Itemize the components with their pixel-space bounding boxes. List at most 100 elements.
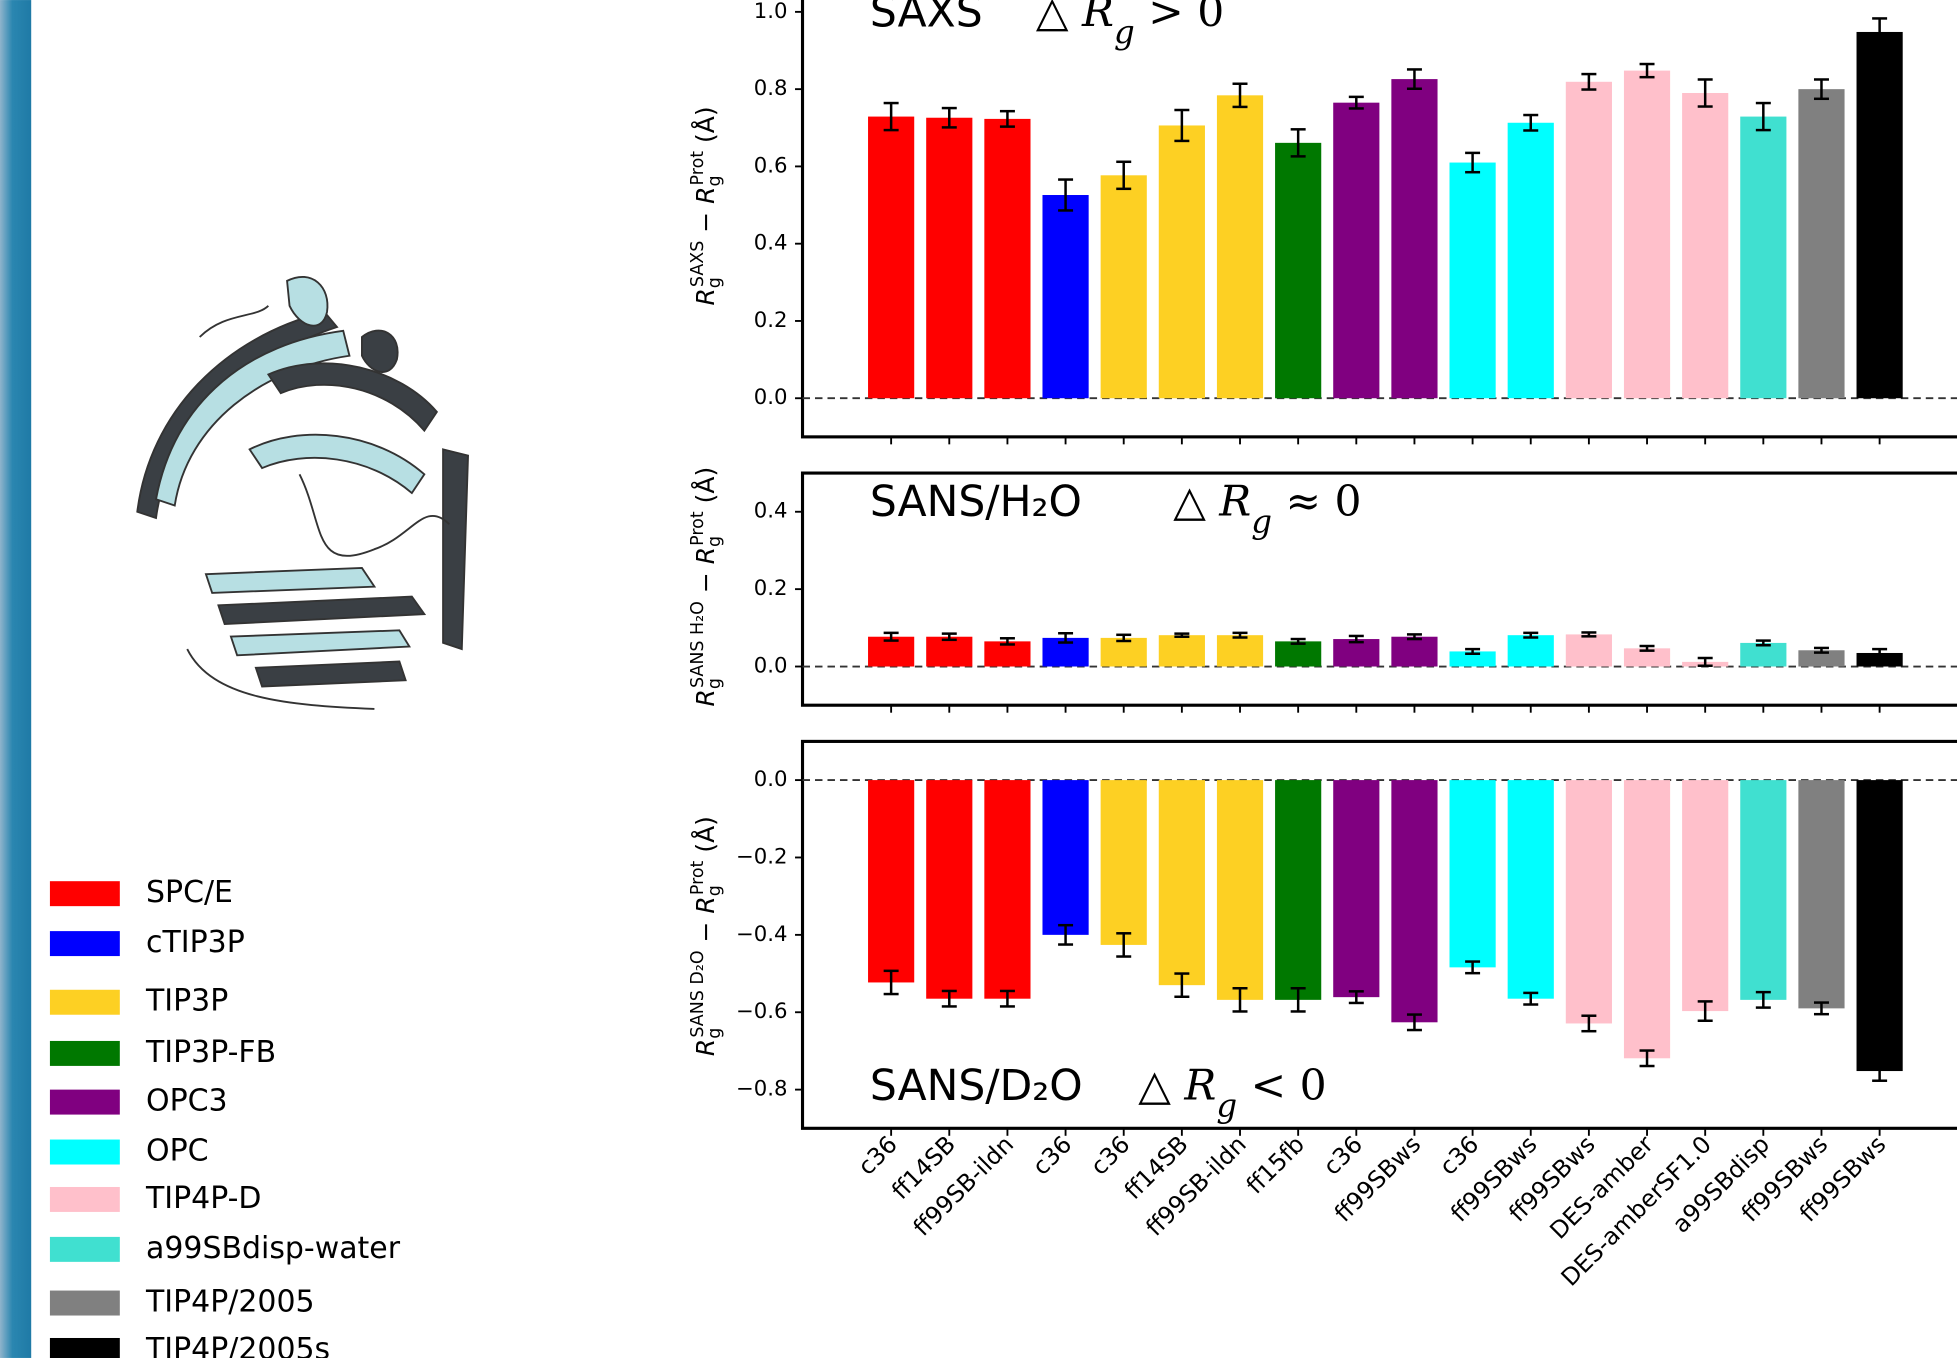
bar xyxy=(1042,780,1088,935)
y-label-part: − xyxy=(691,564,720,601)
legend-swatch xyxy=(50,1291,120,1316)
side-stripe xyxy=(0,0,31,1358)
bar xyxy=(1217,635,1263,666)
bar xyxy=(868,117,914,399)
y-tick-label: −0.6 xyxy=(736,999,788,1024)
y-axis-label: RgSANS D₂O − RgProt (Å) xyxy=(688,816,725,1056)
annotation-part: △ xyxy=(1036,0,1082,37)
y-label-part: g xyxy=(705,536,725,547)
y-tick-label: 0.2 xyxy=(754,576,788,601)
legend-label: SPC/E xyxy=(146,875,233,910)
protein-structure xyxy=(137,277,468,709)
bar xyxy=(1857,780,1903,1071)
x-tick-label: c36 xyxy=(853,1130,903,1180)
bar xyxy=(1391,637,1437,667)
x-tick-label: c36 xyxy=(1434,1130,1484,1180)
y-label-part: SANS D₂O xyxy=(688,950,708,1037)
legend-swatch xyxy=(50,1187,120,1212)
bar xyxy=(1450,163,1496,399)
y-tick-label: 0.0 xyxy=(754,767,788,792)
bar xyxy=(1101,175,1147,398)
annotation-part: g xyxy=(1216,1086,1237,1124)
bar xyxy=(1159,635,1205,666)
annotation-part: g xyxy=(1114,13,1135,51)
y-label-part: − xyxy=(691,204,720,241)
bar xyxy=(926,637,972,667)
y-label-part: R xyxy=(691,689,720,706)
y-label-part: g xyxy=(705,885,725,896)
y-label-part: R xyxy=(691,1039,720,1056)
annotation-part: R xyxy=(1183,1061,1216,1110)
bar xyxy=(1391,79,1437,398)
y-label-part: SAXS xyxy=(688,241,708,287)
y-label-part: (Å) xyxy=(691,816,720,860)
bar xyxy=(1333,103,1379,399)
legend-label: OPC3 xyxy=(146,1084,228,1119)
y-tick-label: −0.8 xyxy=(736,1077,788,1102)
legend-label: TIP3P xyxy=(145,984,228,1019)
x-tick-label: ff15fb xyxy=(1241,1130,1310,1199)
y-label-part: Prot xyxy=(688,511,708,546)
y-label-part: R xyxy=(691,187,720,204)
bar xyxy=(1740,780,1786,1000)
legend-swatch xyxy=(50,1140,120,1165)
annotation-part: g xyxy=(1251,502,1272,540)
y-tick-label: 0.6 xyxy=(754,153,788,178)
panel-title: SANS/D₂O xyxy=(870,1062,1083,1111)
y-label-part: SANS H₂O xyxy=(688,601,708,688)
bar xyxy=(1798,89,1844,398)
bar xyxy=(1624,71,1670,399)
x-tick-label: c36 xyxy=(1318,1130,1368,1180)
legend-swatch xyxy=(50,1041,120,1066)
bar xyxy=(1740,117,1786,399)
bar xyxy=(1798,780,1844,1008)
annotation-part: R xyxy=(1081,0,1114,37)
panel-annotation: △ Rg > 0 xyxy=(1036,0,1224,51)
panel-annotation: △ Rg < 0 xyxy=(1138,1061,1326,1124)
bar xyxy=(926,118,972,399)
legend-label: TIP4P/2005s xyxy=(145,1332,330,1358)
y-label-part: (Å) xyxy=(691,467,720,511)
legend-swatch xyxy=(50,1090,120,1115)
bar xyxy=(1275,641,1321,666)
y-label-part: R xyxy=(691,896,720,913)
y-axis-label: RgSANS H₂O − RgProt (Å) xyxy=(688,467,725,707)
y-label-part: (Å) xyxy=(691,106,720,150)
bar xyxy=(1042,195,1088,398)
legend-label: TIP3P-FB xyxy=(145,1035,276,1070)
figure: 0.00.20.40.60.81.0SAXS△ Rg > 0RgSAXS − R… xyxy=(0,0,1957,1358)
y-axis-label: RgSAXS − RgProt (Å) xyxy=(688,106,725,305)
y-label-part: R xyxy=(691,288,720,305)
bar xyxy=(1508,635,1554,666)
error-bar xyxy=(1698,658,1713,666)
bar xyxy=(1566,82,1612,398)
annotation-part: R xyxy=(1218,477,1251,526)
bar xyxy=(1217,95,1263,398)
y-label-part: Prot xyxy=(688,151,708,186)
y-tick-label: 0.8 xyxy=(754,76,788,101)
legend-swatch xyxy=(50,931,120,956)
annotation-part: △ xyxy=(1138,1061,1184,1110)
y-tick-label: 0.0 xyxy=(754,654,788,679)
legend-swatch xyxy=(50,1338,120,1358)
y-tick-label: 0.4 xyxy=(754,499,788,524)
legend-swatch xyxy=(50,881,120,906)
y-label-part: g xyxy=(705,277,725,288)
bar xyxy=(868,780,914,982)
panel-title: SAXS xyxy=(870,0,983,38)
y-tick-label: −0.4 xyxy=(736,922,788,947)
y-label-part: g xyxy=(705,678,725,689)
panel-title: SANS/H₂O xyxy=(870,478,1082,527)
annotation-part: > 0 xyxy=(1135,0,1225,37)
bar xyxy=(1508,780,1554,999)
y-label-part: Prot xyxy=(688,860,708,895)
annotation-part: △ xyxy=(1173,477,1219,526)
bar xyxy=(1566,634,1612,666)
y-tick-label: 1.0 xyxy=(754,0,788,24)
legend-label: cTIP3P xyxy=(146,925,245,960)
y-tick-label: 0.0 xyxy=(754,385,788,410)
bar xyxy=(1101,780,1147,945)
y-label-part: g xyxy=(705,175,725,186)
bar xyxy=(1217,780,1263,1000)
y-tick-label: 0.4 xyxy=(754,231,788,256)
